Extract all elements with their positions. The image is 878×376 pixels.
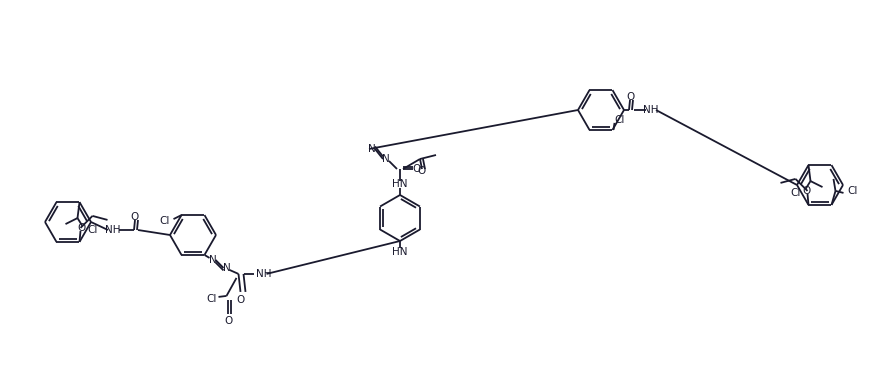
- Text: O: O: [236, 295, 244, 305]
- Text: HN: HN: [392, 247, 407, 257]
- Text: N: N: [208, 255, 216, 265]
- Text: Cl: Cl: [205, 294, 216, 304]
- Text: Cl: Cl: [614, 115, 624, 125]
- Text: O: O: [131, 212, 139, 222]
- Text: N: N: [222, 263, 230, 273]
- Text: HN: HN: [392, 179, 407, 189]
- Text: O: O: [626, 92, 635, 102]
- Text: NH: NH: [256, 269, 271, 279]
- Text: N: N: [368, 144, 376, 154]
- Text: NH: NH: [105, 225, 120, 235]
- Text: O: O: [224, 316, 233, 326]
- Text: Cl: Cl: [846, 186, 857, 196]
- Text: O: O: [77, 223, 85, 233]
- Text: NH: NH: [643, 105, 658, 115]
- Text: O: O: [802, 186, 810, 196]
- Text: O: O: [417, 166, 426, 176]
- Text: Cl: Cl: [88, 225, 97, 235]
- Text: N: N: [382, 154, 390, 164]
- Text: Cl: Cl: [159, 216, 169, 226]
- Text: Cl: Cl: [789, 188, 800, 198]
- Text: O: O: [413, 164, 421, 174]
